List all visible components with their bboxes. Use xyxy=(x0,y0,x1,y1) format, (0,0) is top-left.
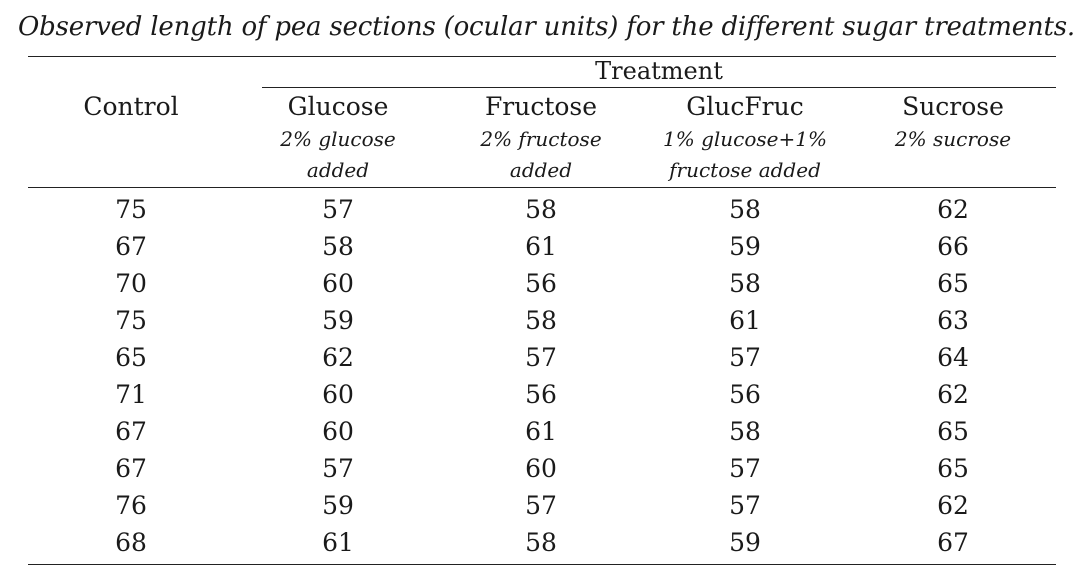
table-cell: 65 xyxy=(115,343,147,372)
table-row: 67 57 60 57 65 xyxy=(0,450,1083,487)
table-cell: 64 xyxy=(937,343,969,372)
table-row: 68 61 58 59 67 xyxy=(0,524,1083,561)
table-cell: 67 xyxy=(115,232,147,261)
table-cell: 66 xyxy=(937,232,969,261)
table-cell: 76 xyxy=(115,491,147,520)
table-cell: 58 xyxy=(525,306,557,335)
table-cell: 57 xyxy=(729,343,761,372)
table-cell: 62 xyxy=(937,380,969,409)
column-header-control: Control xyxy=(36,90,226,124)
table-row: 67 58 61 59 66 xyxy=(0,228,1083,265)
treatment-group-header: Treatment xyxy=(595,57,723,85)
column-header-name: Sucrose xyxy=(902,92,1004,121)
table-cell: 59 xyxy=(322,306,354,335)
table-cell: 58 xyxy=(525,195,557,224)
table-cell: 68 xyxy=(115,528,147,557)
table-cell: 62 xyxy=(937,195,969,224)
table-cell: 58 xyxy=(729,269,761,298)
table-cell: 62 xyxy=(322,343,354,372)
table-cell: 67 xyxy=(115,417,147,446)
table-row: 70 60 56 58 65 xyxy=(0,265,1083,302)
table-cell: 58 xyxy=(729,195,761,224)
table-cell: 59 xyxy=(729,528,761,557)
column-header-desc: 1% glucose+1% fructose added xyxy=(663,127,827,182)
table-cell: 65 xyxy=(937,269,969,298)
table-cell: 57 xyxy=(322,454,354,483)
table-cell: 60 xyxy=(322,380,354,409)
table-cell: 56 xyxy=(729,380,761,409)
table-cell: 63 xyxy=(937,306,969,335)
table-cell: 60 xyxy=(322,269,354,298)
table-row: 75 57 58 58 62 xyxy=(0,191,1083,228)
table-body: 75 57 58 58 62 67 58 61 59 66 70 60 56 5… xyxy=(0,191,1083,561)
column-header-sucrose: Sucrose 2% sucrose xyxy=(858,90,1048,155)
treatment-group-rule xyxy=(262,87,1056,88)
table-row: 65 62 57 57 64 xyxy=(0,339,1083,376)
header-bottom-rule xyxy=(28,187,1056,188)
table-bottom-rule xyxy=(28,564,1056,565)
table-cell: 57 xyxy=(525,343,557,372)
table-cell: 57 xyxy=(729,491,761,520)
table-cell: 57 xyxy=(525,491,557,520)
table-cell: 60 xyxy=(525,454,557,483)
table-caption: Observed length of pea sections (ocular … xyxy=(18,12,1075,42)
table-cell: 56 xyxy=(525,380,557,409)
column-header-glucose: Glucose 2% glucose added xyxy=(243,90,433,186)
table-row: 67 60 61 58 65 xyxy=(0,413,1083,450)
table-cell: 60 xyxy=(322,417,354,446)
table-cell: 71 xyxy=(115,380,147,409)
column-header-desc: 2% sucrose xyxy=(894,127,1012,151)
table-top-rule xyxy=(28,56,1056,57)
column-header-name: Control xyxy=(83,92,179,121)
column-header-desc: 2% glucose added xyxy=(280,127,396,182)
table-cell: 67 xyxy=(937,528,969,557)
table-cell: 57 xyxy=(322,195,354,224)
table-cell: 75 xyxy=(115,195,147,224)
table-cell: 61 xyxy=(525,232,557,261)
column-header-name: GlucFruc xyxy=(686,92,804,121)
table-cell: 61 xyxy=(322,528,354,557)
column-header-glucfruc: GlucFruc 1% glucose+1% fructose added xyxy=(650,90,840,186)
table-cell: 58 xyxy=(322,232,354,261)
table-cell: 57 xyxy=(729,454,761,483)
table-row: 71 60 56 56 62 xyxy=(0,376,1083,413)
table-cell: 61 xyxy=(729,306,761,335)
table-cell: 61 xyxy=(525,417,557,446)
table-cell: 65 xyxy=(937,454,969,483)
table-cell: 75 xyxy=(115,306,147,335)
table-row: 76 59 57 57 62 xyxy=(0,487,1083,524)
column-header-desc: 2% fructose added xyxy=(480,127,602,182)
table-cell: 67 xyxy=(115,454,147,483)
table-cell: 62 xyxy=(937,491,969,520)
column-header-name: Fructose xyxy=(484,92,598,121)
column-header-fructose: Fructose 2% fructose added xyxy=(446,90,636,186)
table-cell: 59 xyxy=(322,491,354,520)
table-cell: 59 xyxy=(729,232,761,261)
table-cell: 58 xyxy=(729,417,761,446)
table-row: 75 59 58 61 63 xyxy=(0,302,1083,339)
table-cell: 58 xyxy=(525,528,557,557)
table-cell: 70 xyxy=(115,269,147,298)
table-cell: 56 xyxy=(525,269,557,298)
table-cell: 65 xyxy=(937,417,969,446)
column-header-name: Glucose xyxy=(287,92,389,121)
